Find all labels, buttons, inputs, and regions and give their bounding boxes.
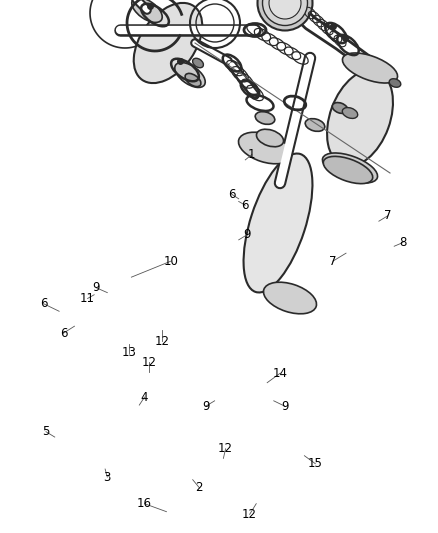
Text: 7: 7 [384,209,392,222]
Ellipse shape [255,111,275,124]
Ellipse shape [343,53,398,83]
Ellipse shape [257,129,283,147]
Text: 6: 6 [241,199,249,212]
Text: 7: 7 [329,255,337,268]
Ellipse shape [185,74,201,86]
Text: 13: 13 [122,346,137,359]
Ellipse shape [193,58,203,68]
Ellipse shape [134,3,202,83]
Ellipse shape [342,108,358,118]
Ellipse shape [238,132,292,164]
Ellipse shape [132,0,162,22]
Ellipse shape [389,79,401,87]
Ellipse shape [327,70,393,166]
Text: 2: 2 [195,481,203,494]
Text: 4: 4 [141,391,148,403]
Ellipse shape [305,119,325,131]
Text: 9: 9 [244,228,251,241]
Text: 9: 9 [281,400,289,413]
Ellipse shape [175,62,205,87]
Ellipse shape [269,0,301,19]
Ellipse shape [323,156,373,184]
Text: 14: 14 [273,367,288,379]
Text: 12: 12 [218,442,233,455]
Ellipse shape [322,153,378,183]
Text: 15: 15 [308,457,323,470]
Ellipse shape [258,0,312,30]
Text: 9: 9 [202,400,210,413]
Text: 9: 9 [92,281,100,294]
Text: 8: 8 [399,236,406,249]
Text: 12: 12 [155,335,170,348]
Ellipse shape [264,282,317,314]
Ellipse shape [262,0,307,26]
Text: 5: 5 [42,425,49,438]
Ellipse shape [244,154,312,293]
Text: 11: 11 [80,292,95,305]
Text: 16: 16 [137,497,152,510]
Text: 6: 6 [228,188,236,201]
Text: 10: 10 [163,255,178,268]
Text: 12: 12 [242,508,257,521]
Text: 6: 6 [60,327,67,340]
Text: 6: 6 [40,297,48,310]
Text: 12: 12 [141,356,156,369]
Text: 1: 1 [248,148,256,161]
Ellipse shape [332,102,348,114]
Text: 3: 3 [104,471,111,483]
